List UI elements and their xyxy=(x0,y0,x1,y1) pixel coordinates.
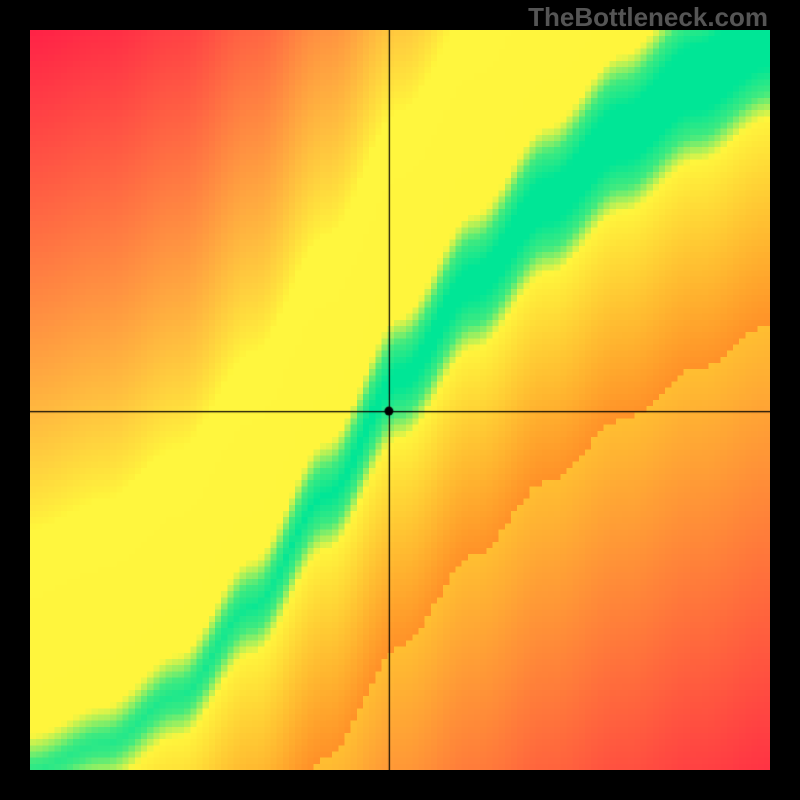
watermark-text: TheBottleneck.com xyxy=(528,2,768,33)
chart-container: TheBottleneck.com xyxy=(0,0,800,800)
bottleneck-heatmap xyxy=(30,30,770,770)
